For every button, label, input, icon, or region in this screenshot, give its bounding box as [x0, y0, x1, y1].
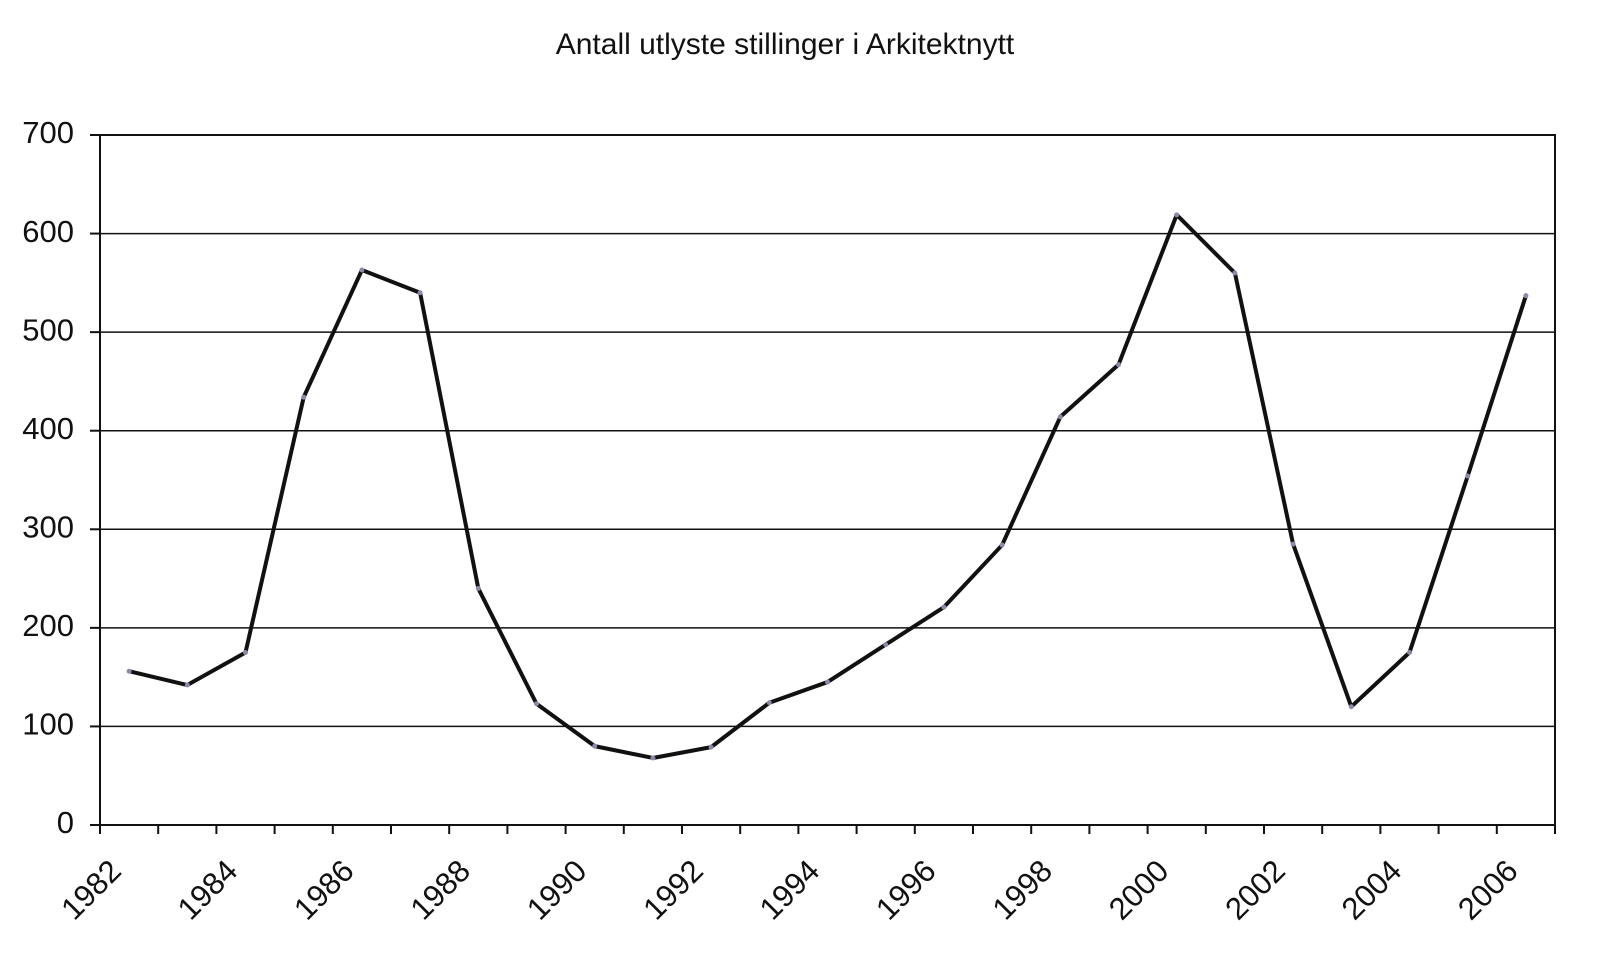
x-tick-label: 1996: [869, 853, 943, 927]
point: [1116, 362, 1121, 368]
x-tick-label: 2000: [1102, 853, 1176, 927]
point: [1057, 414, 1063, 420]
series-line: [128, 212, 1528, 760]
y-tick-label: 700: [22, 115, 74, 150]
x-tick-label: 1988: [404, 853, 478, 927]
x-tick-label: 1990: [520, 853, 594, 927]
point: [1523, 293, 1529, 299]
y-tick-label: 400: [22, 411, 74, 446]
point: [825, 679, 830, 685]
y-tick-label: 200: [22, 608, 74, 643]
y-tick-label: 300: [22, 509, 74, 544]
point: [1232, 270, 1238, 276]
x-tick-label: 1998: [986, 853, 1060, 927]
x-tick-label: 1986: [287, 853, 361, 927]
point: [708, 744, 714, 750]
point: [999, 542, 1005, 548]
point: [359, 267, 365, 273]
point: [126, 668, 132, 674]
point: [243, 650, 248, 655]
point: [650, 755, 656, 761]
point: [475, 585, 481, 591]
y-tick-label: 0: [57, 805, 74, 840]
point: [1407, 650, 1412, 655]
x-tick-label: 1992: [636, 853, 710, 927]
x-tick-label: 2006: [1451, 853, 1525, 927]
point: [534, 701, 539, 707]
point: [1290, 541, 1296, 547]
x-tick-label: 2002: [1218, 853, 1292, 927]
point: [1348, 704, 1354, 710]
point: [301, 394, 307, 400]
point: [883, 642, 889, 648]
point: [941, 604, 947, 610]
y-tick-label: 600: [22, 214, 74, 249]
point: [184, 682, 190, 688]
point: [592, 743, 598, 749]
x-tick-label: 1982: [54, 853, 128, 927]
x-tick-label: 1984: [171, 853, 245, 927]
point: [1465, 473, 1471, 479]
y-tick-label: 500: [22, 312, 74, 347]
chart-title: Antall utlyste stillinger i Arkitektnytt: [556, 28, 1015, 61]
point: [1174, 212, 1180, 218]
point: [766, 700, 772, 706]
point: [417, 290, 423, 296]
x-tick-label: 1994: [753, 853, 827, 927]
y-tick-label: 100: [22, 707, 74, 742]
plot-frame: [99, 134, 1556, 826]
x-tick-label: 2004: [1335, 853, 1409, 927]
